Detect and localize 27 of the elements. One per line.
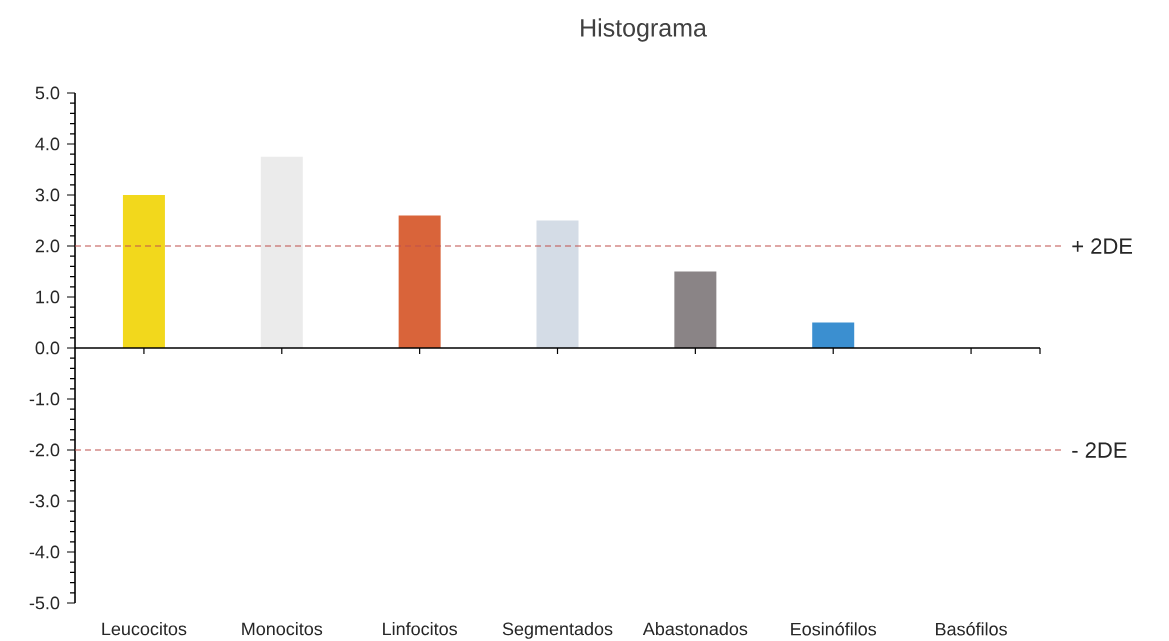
y-tick-label: -5.0 <box>29 596 60 610</box>
bar <box>260 156 303 348</box>
bar <box>122 194 165 348</box>
x-tick-label: Basófilos <box>936 622 1007 636</box>
x-tick-label: Segmentados <box>502 622 613 639</box>
chart-title: Histograma <box>581 18 707 42</box>
bar <box>536 220 579 348</box>
bar <box>674 271 717 348</box>
bar <box>812 322 855 348</box>
bar <box>398 215 441 348</box>
y-tick-label: 1.0 <box>36 290 60 304</box>
x-tick-label: Leucocitos <box>102 622 187 636</box>
y-tick-label: -1.0 <box>29 392 60 406</box>
x-tick-label: Eosinófilos <box>791 622 877 636</box>
y-tick-label: 5.0 <box>35 86 60 100</box>
y-tick-label: -2.0 <box>29 443 60 457</box>
y-tick-label: 4.0 <box>35 137 60 151</box>
y-tick-label: -4.0 <box>29 545 60 559</box>
ref-line-label: - 2DE <box>1072 442 1127 458</box>
x-tick-label: Linfocitos <box>383 622 457 636</box>
y-tick-label: 2.0 <box>35 239 60 253</box>
y-tick-label: 0.0 <box>35 341 60 355</box>
ref-line-label: + 2DE <box>1072 238 1133 254</box>
x-tick-label: Abastonados <box>642 622 748 636</box>
y-tick-label: 3.0 <box>35 188 60 202</box>
y-tick-label: -3.0 <box>29 494 60 508</box>
x-tick-label: Monocitos <box>242 622 323 636</box>
